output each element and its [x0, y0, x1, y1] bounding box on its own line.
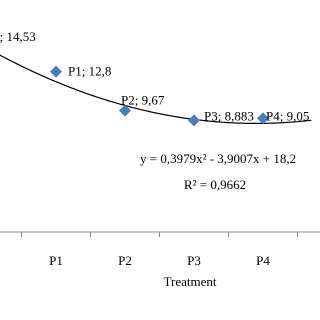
trend-equation: y = 0,3979x² - 3,9007x + 18,2 [140, 151, 296, 166]
data-point [119, 104, 131, 117]
data-label: P2; 9,67 [121, 93, 165, 108]
x-tick-label: P3 [187, 253, 201, 268]
data-label: P3; 8,883 [204, 108, 254, 123]
x-axis-label: Treatment [164, 274, 217, 289]
data-point [188, 114, 200, 127]
trend-r2: R² = 0,9662 [184, 177, 246, 192]
data-point [50, 65, 62, 78]
data-label: PO; 14,53 [0, 29, 36, 44]
data-point [257, 112, 269, 125]
data-label: P1; 12,8 [68, 64, 111, 79]
x-tick-label: P1 [49, 253, 63, 268]
x-tick-label: P2 [118, 253, 132, 268]
data-label: P4; 9,05 [266, 108, 309, 123]
x-tick-label: P4 [256, 253, 270, 268]
trendline [0, 54, 312, 124]
